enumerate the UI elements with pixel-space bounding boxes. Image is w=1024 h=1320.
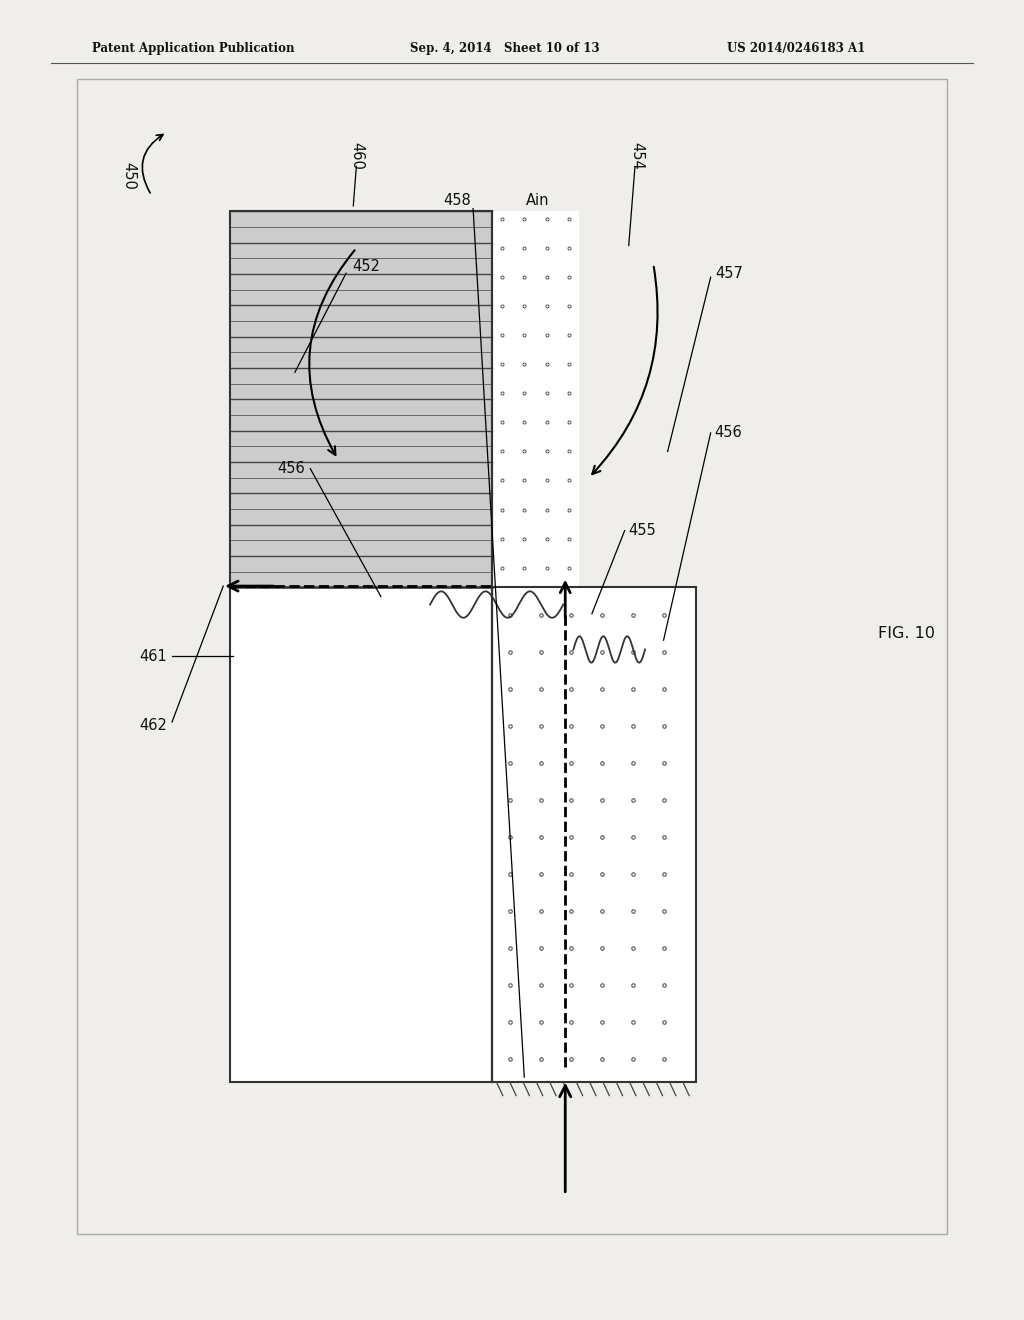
Text: 462: 462 xyxy=(139,718,167,734)
Bar xyxy=(230,211,492,1082)
Text: US 2014/0246183 A1: US 2014/0246183 A1 xyxy=(727,42,865,55)
Bar xyxy=(492,587,696,1082)
Bar xyxy=(492,587,696,1082)
Text: Ain: Ain xyxy=(526,193,550,209)
Text: 458: 458 xyxy=(442,193,471,209)
Text: Patent Application Publication: Patent Application Publication xyxy=(92,42,295,55)
Text: 461: 461 xyxy=(139,648,167,664)
Bar xyxy=(230,211,492,587)
Text: 452: 452 xyxy=(352,259,381,275)
Bar xyxy=(230,587,492,1082)
Bar xyxy=(492,211,579,587)
Text: Sep. 4, 2014   Sheet 10 of 13: Sep. 4, 2014 Sheet 10 of 13 xyxy=(410,42,599,55)
Text: 450: 450 xyxy=(122,161,136,190)
Text: 460: 460 xyxy=(349,141,364,170)
Text: FIG. 10: FIG. 10 xyxy=(878,626,935,642)
Bar xyxy=(77,79,947,1234)
Text: 456: 456 xyxy=(715,425,742,441)
Text: 454: 454 xyxy=(630,141,644,170)
Text: 456: 456 xyxy=(278,461,305,477)
Text: 455: 455 xyxy=(629,523,656,539)
Text: 457: 457 xyxy=(715,265,743,281)
